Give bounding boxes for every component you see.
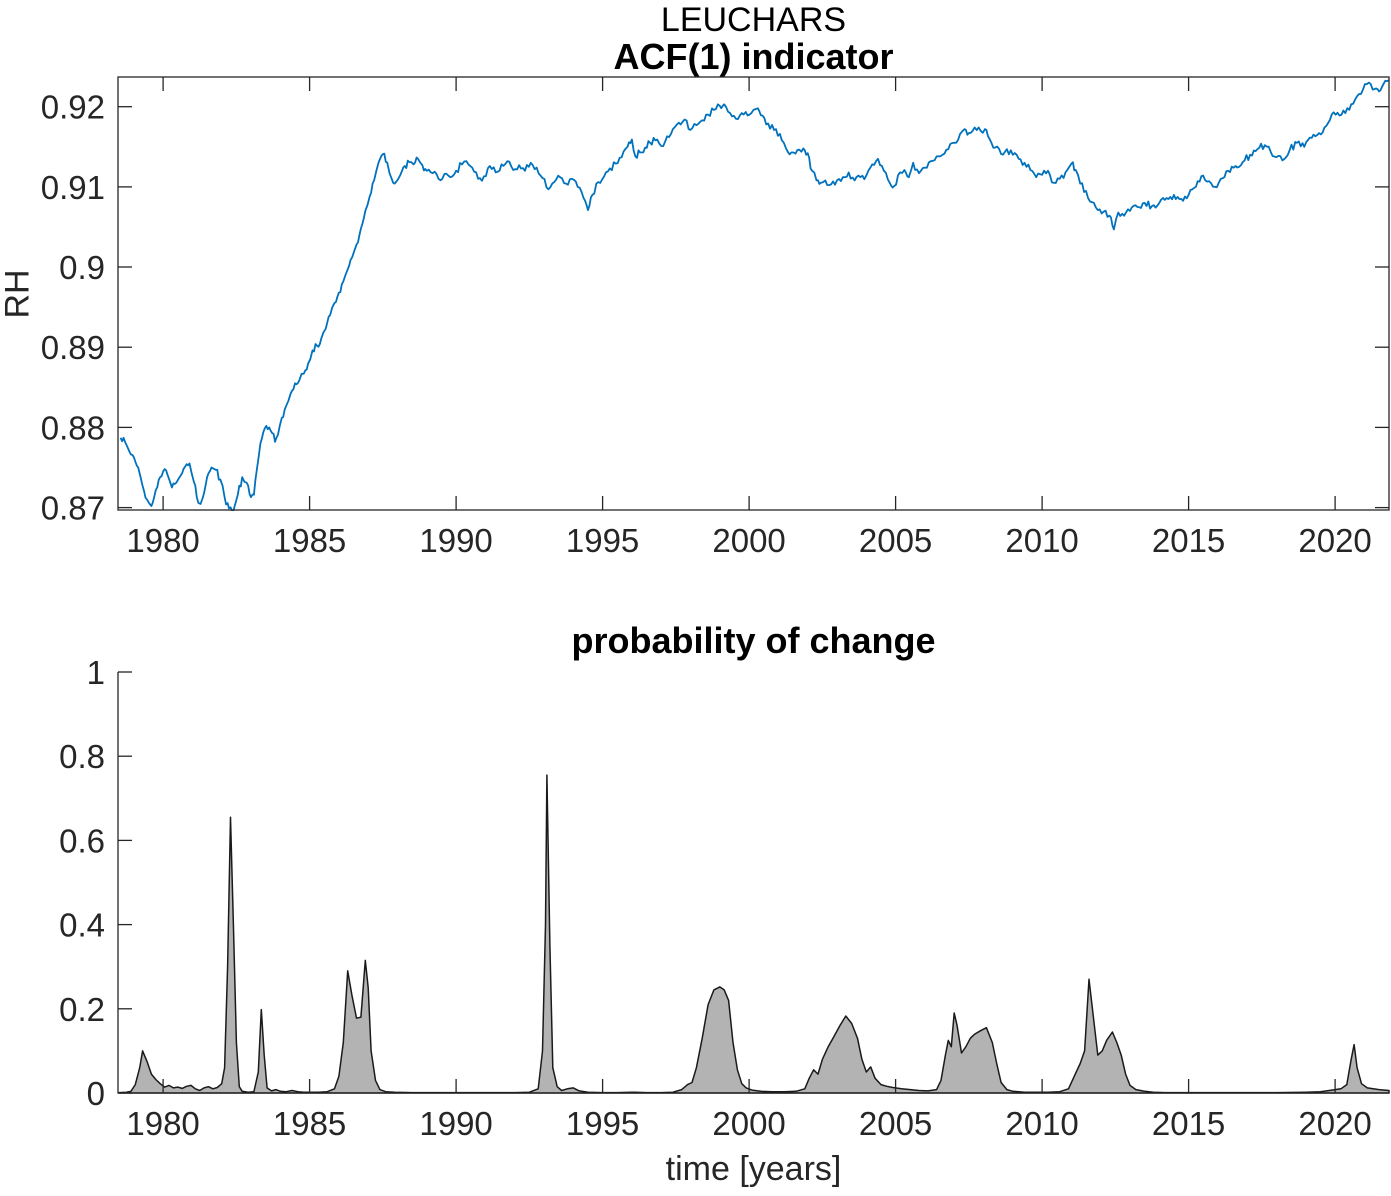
axes-box (117, 76, 1390, 511)
x-tick-label: 2020 (1298, 1105, 1371, 1142)
x-tick-label: 2005 (859, 522, 932, 559)
y-tick-label: 0 (87, 1075, 105, 1112)
acf-line-series (119, 79, 1390, 511)
x-tick-label: 1990 (419, 1105, 492, 1142)
y-tick-label: 0.4 (59, 907, 105, 944)
y-tick-label: 0.8 (59, 738, 105, 775)
x-tick-label: 1980 (126, 522, 199, 559)
top-chart-title: ACF(1) indicator (613, 36, 894, 77)
x-tick-label: 2005 (859, 1105, 932, 1142)
x-tick-label: 1990 (419, 522, 492, 559)
y-tick-label: 0.2 (59, 991, 105, 1028)
axes-lines (117, 672, 1389, 1094)
x-tick-label: 2015 (1152, 1105, 1225, 1142)
probability-area-series (118, 774, 1390, 1094)
x-tick-label: 2010 (1005, 1105, 1078, 1142)
y-tick-label: 0.91 (41, 169, 105, 206)
x-tick-label: 2000 (712, 1105, 785, 1142)
x-tick-label: 2020 (1298, 522, 1371, 559)
x-tick-label: 1995 (566, 522, 639, 559)
x-tick-label: 1995 (566, 1105, 639, 1142)
bottom-chart-xlabel: time [years] (665, 1150, 842, 1188)
bottom-chart-title: probability of change (571, 620, 936, 661)
x-tick-label: 2010 (1005, 522, 1078, 559)
x-tick-label: 1985 (273, 522, 346, 559)
y-tick-label: 0.89 (41, 329, 105, 366)
y-tick-label: 0.6 (59, 822, 105, 859)
y-tick-label: 1 (87, 654, 105, 691)
y-tick-label: 0.9 (59, 249, 105, 286)
x-tick-label: 1985 (273, 1105, 346, 1142)
x-tick-label: 2015 (1152, 522, 1225, 559)
figure-suptitle: LEUCHARS (660, 1, 847, 39)
y-tick-label: 0.87 (41, 490, 105, 527)
x-tick-label: 1980 (126, 1105, 199, 1142)
x-tick-label: 2000 (712, 522, 785, 559)
y-tick-label: 0.92 (41, 89, 105, 126)
y-tick-label: 0.88 (41, 409, 105, 446)
